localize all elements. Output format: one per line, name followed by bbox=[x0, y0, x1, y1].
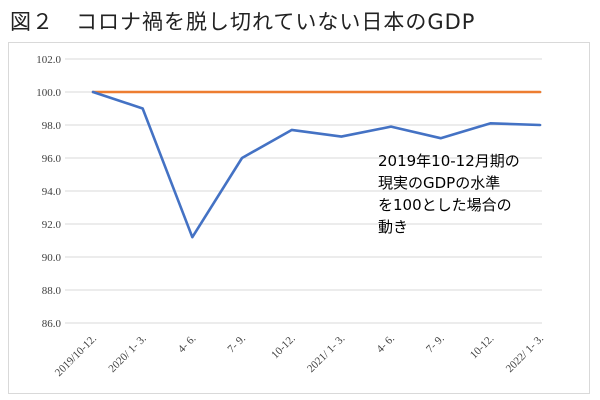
y-tick-label: 102.0 bbox=[36, 54, 61, 66]
x-tick-label: 10-12. bbox=[468, 332, 497, 361]
chart-area bbox=[8, 42, 590, 394]
annotation-line-3: を100とした場合の bbox=[378, 196, 512, 214]
y-tick-label: 98.0 bbox=[42, 120, 62, 132]
actual-gdp-line bbox=[91, 90, 542, 239]
x-tick-label: 2020/ 1- 3. bbox=[106, 332, 149, 375]
x-tick-label: 4- 6. bbox=[176, 332, 199, 355]
x-axis-ticks: 2019/10-12. 2020/ 1- 3. 4- 6. 7- 9. 10-12. 20… bbox=[53, 332, 546, 378]
y-tick-label: 96.0 bbox=[42, 153, 62, 165]
x-tick-label: 2019/10-12. bbox=[53, 332, 99, 378]
y-tick-label: 90.0 bbox=[42, 252, 62, 264]
x-tick-label: 4- 6. bbox=[374, 332, 397, 355]
y-axis-ticks: 102.0 100.0 98.0 96.0 94.0 92.0 90.0 88.0 86.0 bbox=[36, 54, 61, 330]
series-lines bbox=[91, 90, 542, 239]
y-tick-label: 86.0 bbox=[42, 318, 62, 330]
x-tick-label: 2022/ 1- 3. bbox=[504, 332, 547, 375]
chart-annotation: 2019年10-12月期の 現実のGDPの水準 を100とした場合の 動き bbox=[378, 150, 520, 238]
chart-title: 図２ コロナ禍を脱し切れていない日本のGDP bbox=[10, 10, 476, 34]
x-tick-label: 7- 9. bbox=[424, 332, 447, 355]
y-tick-label: 94.0 bbox=[42, 186, 62, 198]
x-tick-label: 10-12. bbox=[269, 332, 298, 361]
annotation-line-1: 2019年10-12月期の bbox=[378, 152, 520, 170]
annotation-line-2: 現実のGDPの水準 bbox=[378, 174, 501, 192]
y-tick-label: 92.0 bbox=[42, 219, 62, 231]
annotation-line-4: 動き bbox=[378, 218, 409, 236]
y-tick-label: 88.0 bbox=[42, 285, 62, 297]
y-tick-label: 100.0 bbox=[36, 87, 61, 99]
x-tick-label: 7- 9. bbox=[225, 332, 248, 355]
x-tick-label: 2021/ 1- 3. bbox=[305, 332, 348, 375]
